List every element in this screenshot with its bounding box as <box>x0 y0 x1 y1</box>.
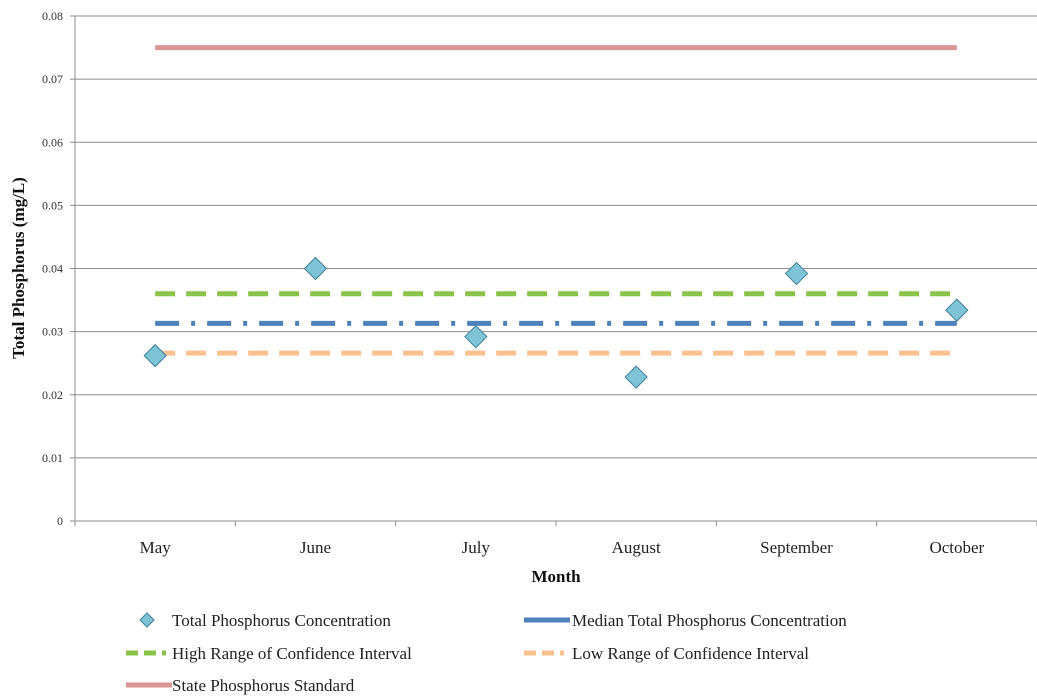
y-tick-label: 0.03 <box>42 325 63 339</box>
y-tick-label: 0.06 <box>42 135 63 149</box>
data-point <box>945 298 969 322</box>
x-tick-label: October <box>929 538 984 557</box>
y-tick-label: 0.04 <box>42 262 63 276</box>
x-tick-label: September <box>760 538 833 557</box>
x-axis-title: Month <box>531 567 581 586</box>
y-tick-label: 0.01 <box>42 451 63 465</box>
x-tick-label: August <box>612 538 661 557</box>
data-point <box>303 256 328 281</box>
y-tick-label: 0.08 <box>42 9 63 23</box>
y-tick-label: 0.02 <box>42 388 63 402</box>
y-tick-label: 0.05 <box>42 198 63 212</box>
x-tick-label: June <box>300 538 331 557</box>
series-lines <box>155 45 957 356</box>
legend-marker <box>139 612 155 628</box>
legend: Total Phosphorus Concentration Median Tot… <box>126 611 847 695</box>
data-point <box>464 324 488 349</box>
scatter-points <box>143 256 969 389</box>
y-tick-label: 0.07 <box>42 72 63 86</box>
legend-label: Total Phosphorus Concentration <box>172 611 391 630</box>
legend-label: High Range of Confidence Interval <box>172 644 412 663</box>
x-tick-labels: May June July August September October <box>140 538 985 557</box>
data-point <box>143 343 167 368</box>
y-tick-label: 0 <box>57 514 63 528</box>
y-tick-labels: 0 0.01 0.02 0.03 0.04 0.05 0.06 0.07 0.08 <box>42 9 63 528</box>
data-point <box>784 261 809 286</box>
legend-label: Low Range of Confidence Interval <box>572 644 809 663</box>
y-axis-title: Total Phosphorus (mg/L) <box>9 177 28 359</box>
x-tick-label: July <box>462 538 491 557</box>
x-tick-label: May <box>140 538 172 557</box>
legend-label: State Phosphorus Standard <box>172 676 355 695</box>
axes <box>74 16 1037 526</box>
gridlines <box>70 15 1037 522</box>
data-point <box>624 365 648 389</box>
legend-label: Median Total Phosphorus Concentration <box>572 611 847 630</box>
